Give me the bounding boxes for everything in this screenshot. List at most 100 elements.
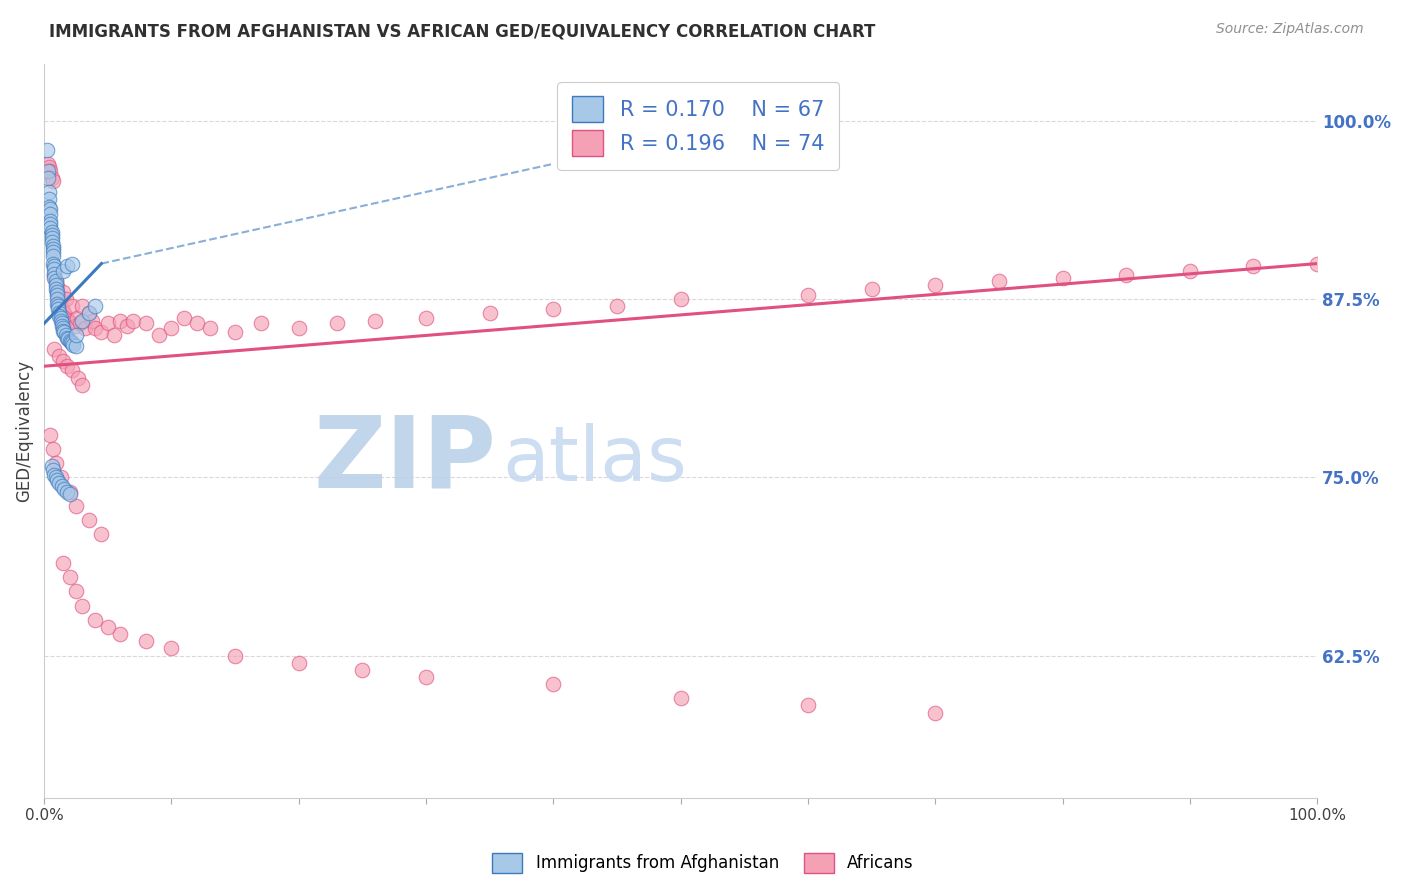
Point <box>987 274 1010 288</box>
Point <box>1052 270 1074 285</box>
Point <box>669 292 692 306</box>
Point <box>38 160 60 174</box>
Point <box>48 306 70 320</box>
Point <box>45 292 67 306</box>
Point <box>45 282 67 296</box>
Point <box>42 463 65 477</box>
Point <box>415 310 437 325</box>
Point <box>173 310 195 325</box>
Point <box>97 317 120 331</box>
Point <box>51 479 73 493</box>
Point <box>606 299 628 313</box>
Point <box>1306 257 1329 271</box>
Point <box>52 320 75 334</box>
Point <box>56 331 79 345</box>
Point <box>48 296 70 310</box>
Point <box>41 171 63 186</box>
Point <box>84 299 107 313</box>
Point <box>41 228 63 243</box>
Point <box>352 663 374 677</box>
Point <box>62 338 84 352</box>
Point <box>56 359 79 374</box>
Point <box>46 302 69 317</box>
Point <box>59 334 82 349</box>
Point <box>39 202 62 217</box>
Point <box>45 277 67 292</box>
Point <box>45 285 67 299</box>
Point <box>478 306 501 320</box>
Point <box>198 320 221 334</box>
Point <box>45 288 67 302</box>
Legend: R = 0.170    N = 67, R = 0.196    N = 74: R = 0.170 N = 67, R = 0.196 N = 74 <box>557 82 839 170</box>
Point <box>51 319 73 334</box>
Point <box>860 282 883 296</box>
Point <box>72 377 94 392</box>
Point <box>77 306 100 320</box>
Point <box>52 263 75 277</box>
Point <box>53 482 76 496</box>
Point <box>42 239 65 253</box>
Text: ZIP: ZIP <box>314 412 496 509</box>
Point <box>1115 268 1137 282</box>
Point <box>924 706 946 720</box>
Point <box>55 292 77 306</box>
Point <box>53 325 76 339</box>
Point <box>45 285 67 299</box>
Point <box>65 584 87 599</box>
Point <box>48 476 70 491</box>
Point <box>543 302 565 317</box>
Point <box>49 313 72 327</box>
Point <box>543 677 565 691</box>
Point <box>44 262 66 277</box>
Point <box>42 174 65 188</box>
Point <box>135 317 157 331</box>
Point <box>77 513 100 527</box>
Point <box>39 221 62 235</box>
Point <box>48 310 70 324</box>
Legend: Immigrants from Afghanistan, Africans: Immigrants from Afghanistan, Africans <box>485 847 921 880</box>
Point <box>49 470 72 484</box>
Point <box>52 324 75 338</box>
Point <box>72 299 94 313</box>
Point <box>224 648 246 663</box>
Point <box>39 207 62 221</box>
Point <box>41 458 63 473</box>
Point <box>52 556 75 570</box>
Point <box>45 456 67 470</box>
Point <box>39 217 62 231</box>
Point <box>72 313 94 327</box>
Point <box>45 274 67 288</box>
Point <box>58 570 80 584</box>
Point <box>39 164 62 178</box>
Point <box>37 164 59 178</box>
Point <box>56 310 79 325</box>
Point <box>924 277 946 292</box>
Point <box>72 599 94 613</box>
Point <box>39 214 62 228</box>
Point <box>65 327 87 342</box>
Point <box>148 327 170 342</box>
Point <box>110 627 132 641</box>
Point <box>41 231 63 245</box>
Point <box>45 473 67 487</box>
Point <box>77 306 100 320</box>
Point <box>53 306 76 320</box>
Point <box>58 487 80 501</box>
Point <box>415 670 437 684</box>
Point <box>65 499 87 513</box>
Point <box>45 274 67 288</box>
Point <box>52 285 75 299</box>
Point <box>60 257 83 271</box>
Point <box>797 288 820 302</box>
Point <box>122 313 145 327</box>
Point <box>37 157 59 171</box>
Y-axis label: GED/Equivalency: GED/Equivalency <box>15 360 32 502</box>
Point <box>60 299 83 313</box>
Point <box>46 291 69 305</box>
Point <box>49 310 72 325</box>
Text: IMMIGRANTS FROM AFGHANISTAN VS AFRICAN GED/EQUIVALENCY CORRELATION CHART: IMMIGRANTS FROM AFGHANISTAN VS AFRICAN G… <box>49 22 876 40</box>
Point <box>35 143 58 157</box>
Point <box>44 342 66 356</box>
Point <box>56 260 79 274</box>
Point <box>39 427 62 442</box>
